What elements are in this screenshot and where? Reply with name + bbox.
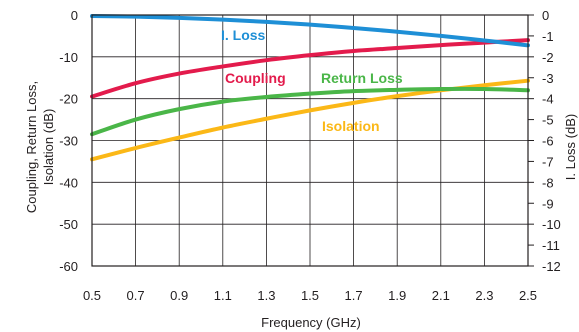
right-tick-label: -8 xyxy=(542,175,554,190)
grid xyxy=(92,15,528,266)
right-tick-label: -6 xyxy=(542,134,554,149)
right-axis-title: I. Loss (dB) xyxy=(563,114,578,180)
x-tick-label: 1.7 xyxy=(345,288,363,303)
series-line-i-loss xyxy=(90,14,530,48)
x-tick-label: 1.9 xyxy=(388,288,406,303)
x-tick-label: 2.3 xyxy=(475,288,493,303)
left-tick-label: 0 xyxy=(71,8,78,23)
x-tick-label: 2.1 xyxy=(432,288,450,303)
right-tick-label: -10 xyxy=(542,217,561,232)
x-tick-label: 1.3 xyxy=(257,288,275,303)
left-tick-label: -10 xyxy=(59,50,78,65)
tick-labels: 0.5 0.7 0.9 1.1 1.3 1.5 1.7 1.9 2.1 2.3 2.50-10-20… xyxy=(59,8,561,303)
right-tick-label: -7 xyxy=(542,154,554,169)
right-tick-label: -4 xyxy=(542,92,554,107)
x-tick-label: 2.5 xyxy=(519,288,537,303)
x-tick-label: 1.1 xyxy=(214,288,232,303)
left-tick-label: -20 xyxy=(59,92,78,107)
left-tick-label: -60 xyxy=(59,259,78,274)
right-tick-label: -12 xyxy=(542,259,561,274)
plot-frame xyxy=(91,14,534,267)
right-tick-label: -3 xyxy=(542,71,554,86)
series-lines xyxy=(90,14,530,162)
left-axis-title-line-1: Coupling, Return Loss, xyxy=(24,81,39,213)
series-label-coupling: Coupling xyxy=(225,70,286,86)
x-tick-label: 0.7 xyxy=(127,288,145,303)
x-tick-label: 0.9 xyxy=(170,288,188,303)
series-label-isolation: Isolation xyxy=(322,118,380,134)
plot-border xyxy=(91,14,529,267)
right-tick-label: -2 xyxy=(542,50,554,65)
series-label-return-loss: Return Loss xyxy=(321,70,403,86)
series-line-return-loss xyxy=(90,86,530,137)
series-label-i-loss: I. Loss xyxy=(221,27,266,43)
right-tick-label: 0 xyxy=(542,8,549,23)
right-tick-label: -1 xyxy=(542,29,554,44)
x-tick-label: 0.5 xyxy=(83,288,101,303)
left-axis-title-line-2: Isolation (dB) xyxy=(41,109,56,186)
right-tick-label: -9 xyxy=(542,196,554,211)
left-tick-label: -40 xyxy=(59,175,78,190)
left-axis-title: Coupling, Return Loss, Isolation (dB) xyxy=(24,81,56,213)
right-tick-label: -5 xyxy=(542,113,554,128)
series-line-coupling xyxy=(90,38,530,99)
right-tick-label: -11 xyxy=(542,238,560,253)
left-tick-label: -30 xyxy=(59,134,78,149)
x-tick-label: 1.5 xyxy=(301,288,319,303)
x-axis-title: Frequency (GHz) xyxy=(261,315,361,330)
left-tick-label: -50 xyxy=(59,217,78,232)
